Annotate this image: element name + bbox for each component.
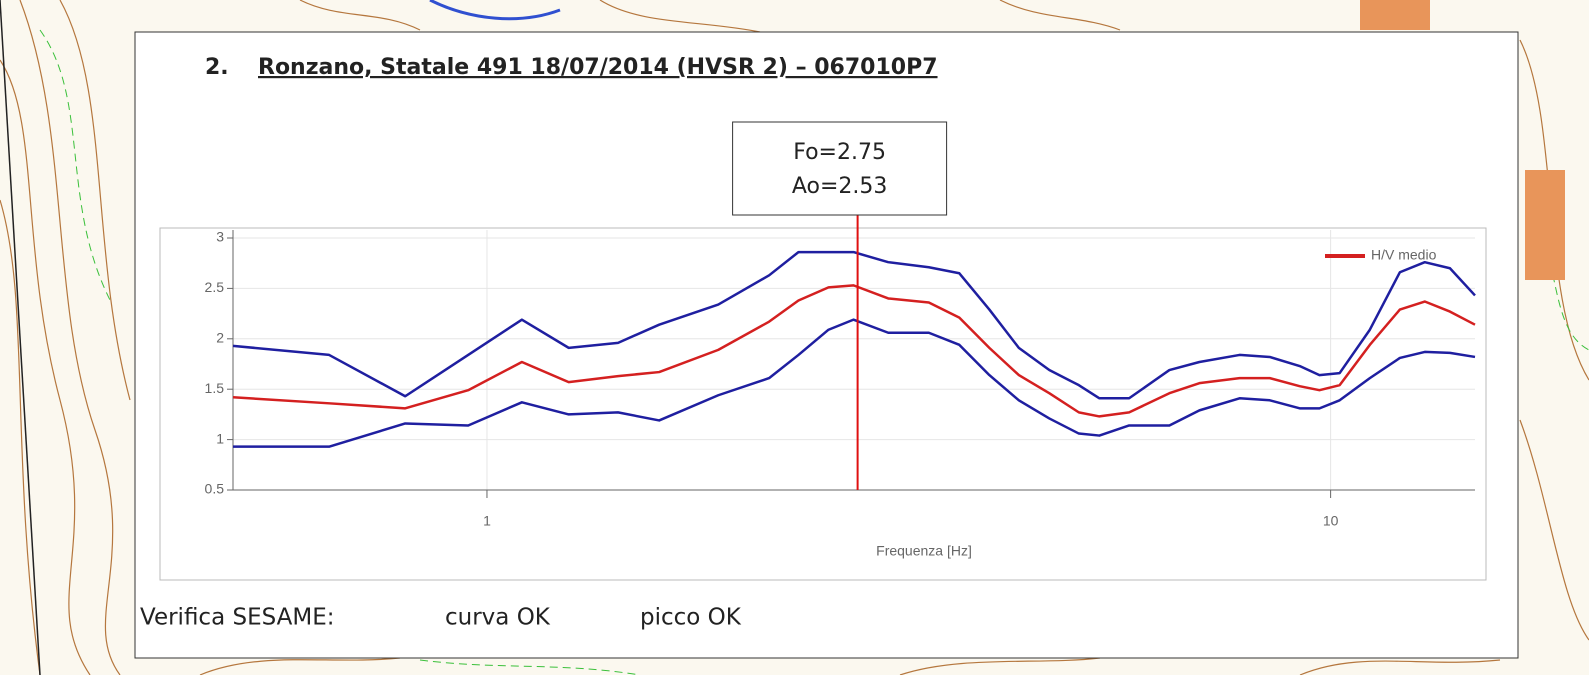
- section-title: Ronzano, Statale 491 18/07/2014 (HVSR 2)…: [258, 55, 938, 80]
- y-tick-label: 2: [216, 330, 224, 346]
- series-line: [232, 284, 1476, 418]
- chart: 0.5 1 1.5 2 2.5 3 1 10 Frequenza [Hz] H/V medio: [205, 215, 1476, 559]
- chart-frame: [159, 227, 1487, 581]
- annotation-text: Ao=2.53: [792, 174, 888, 199]
- series-line: [233, 318, 1476, 448]
- y-tick-label: 0.5: [205, 481, 225, 497]
- annotation-text: Fo=2.75: [793, 140, 886, 165]
- x-tick-label: 1: [483, 513, 491, 529]
- y-tick-label: 1.5: [205, 380, 225, 396]
- y-tick-label: 1: [216, 430, 224, 446]
- footer-curve: curva OK: [445, 605, 551, 631]
- y-tick-label: 3: [216, 229, 224, 245]
- annotation-box: [732, 121, 948, 216]
- series-line: [232, 250, 1476, 400]
- footer-label: Verifica SESAME:: [140, 605, 335, 631]
- y-tick-label: 2.5: [205, 279, 225, 295]
- footer-peak: picco OK: [640, 605, 742, 631]
- section-number: 2.: [205, 55, 229, 80]
- legend-label: H/V medio: [1371, 247, 1437, 263]
- x-axis-label: Frequenza [Hz]: [876, 543, 972, 559]
- x-tick-label: 10: [1323, 513, 1339, 529]
